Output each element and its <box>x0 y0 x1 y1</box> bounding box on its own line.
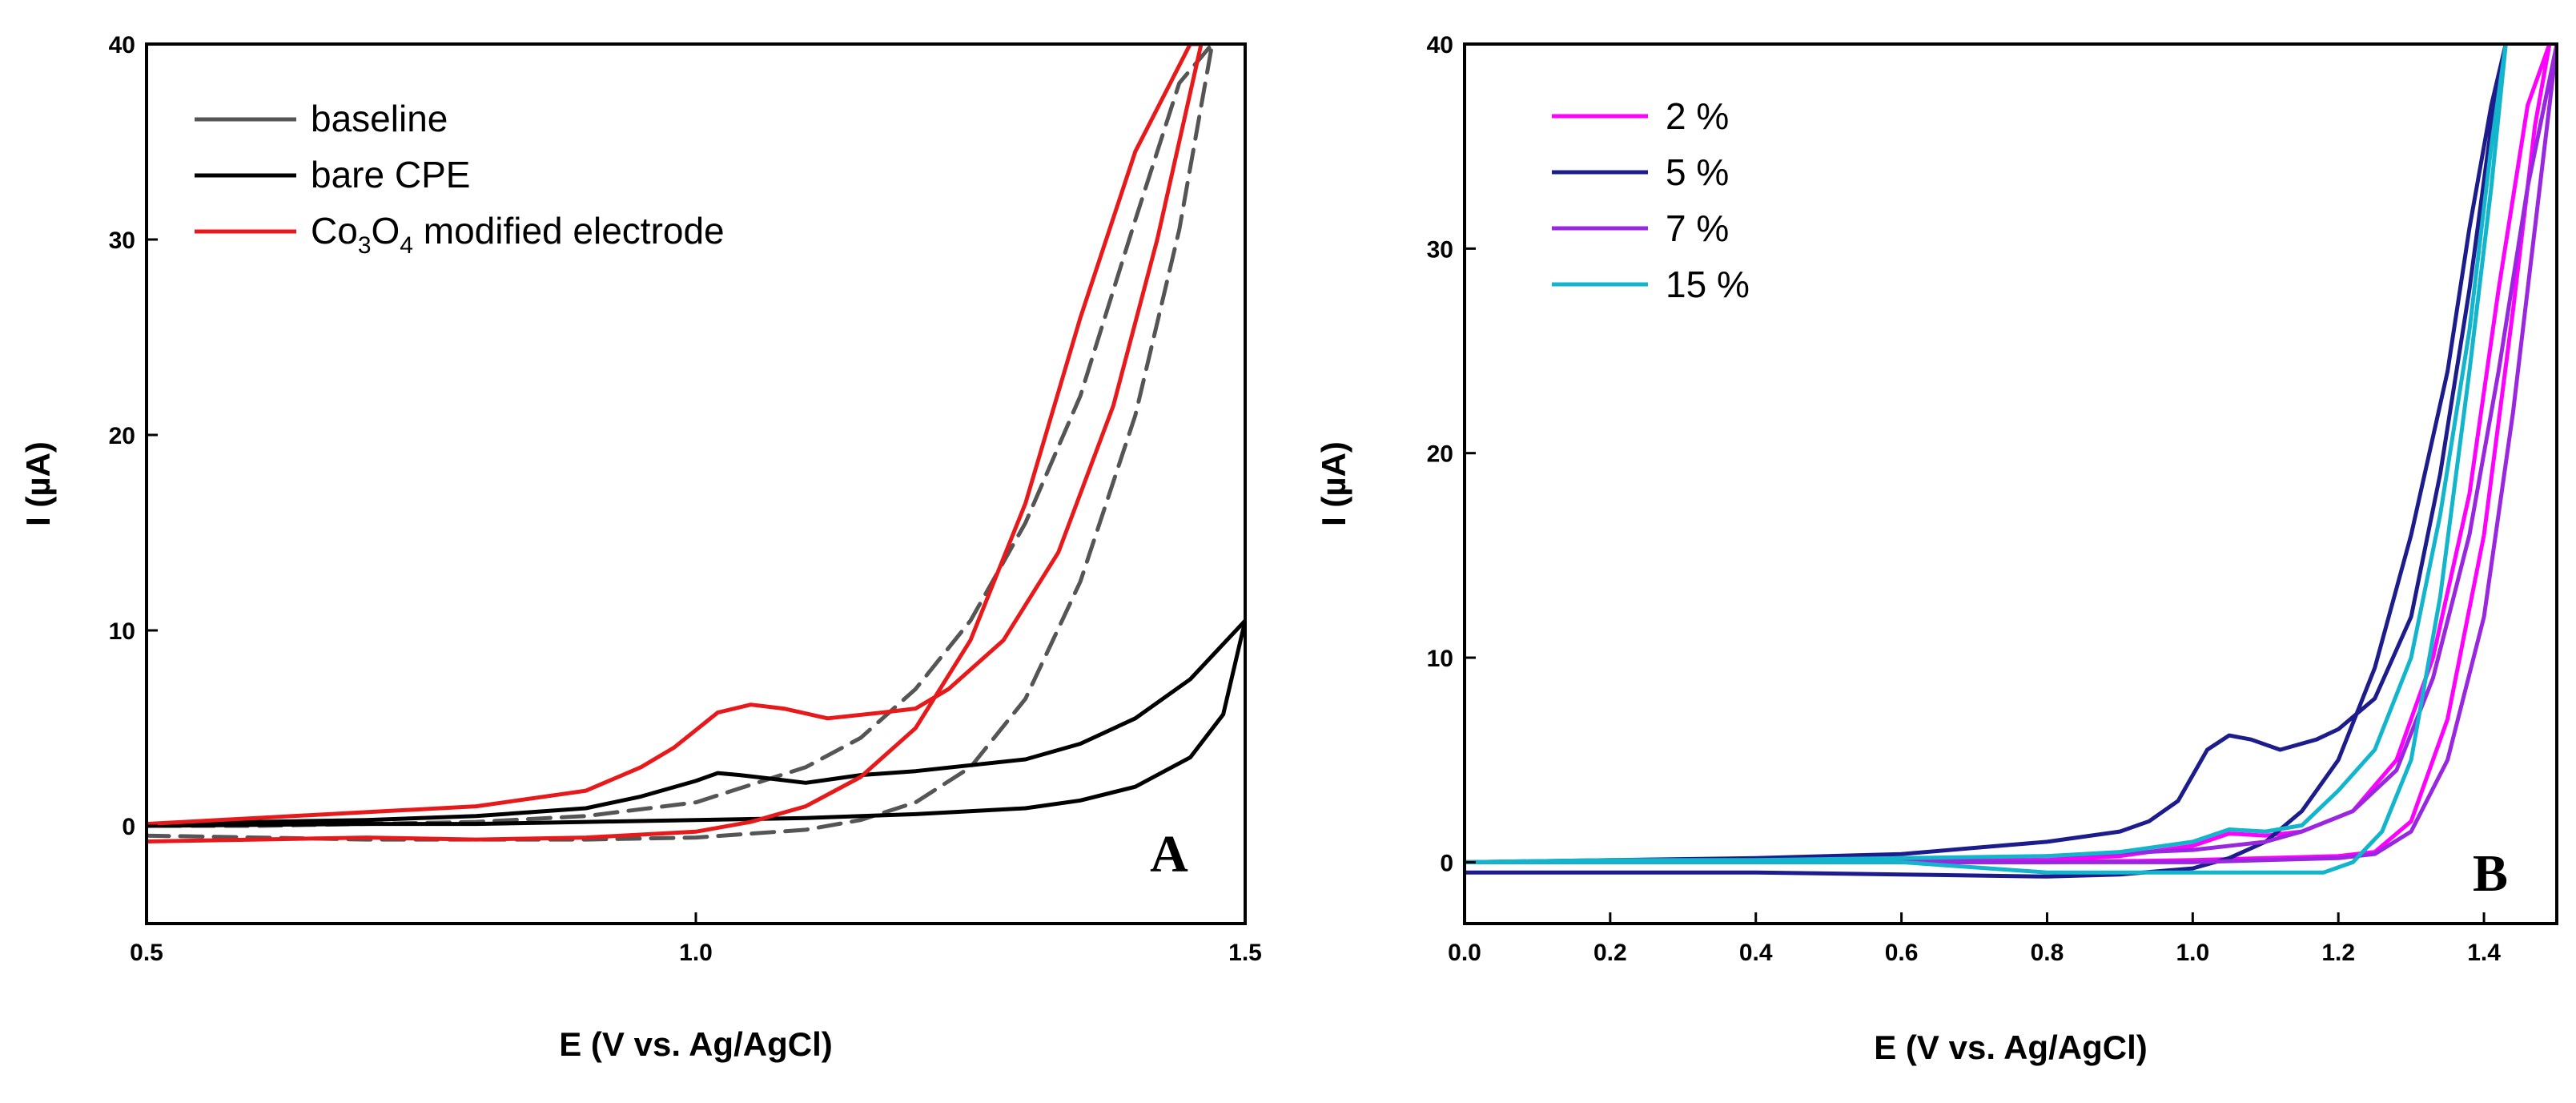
chart-a-x-tick-labels: 0.5 1.0 1.5 <box>130 940 1262 966</box>
chart-b-series-15 <box>1465 44 2508 875</box>
chart-a-y-tick-label: 10 <box>109 618 135 645</box>
legend-b-label-5: 5 % <box>1666 151 1729 193</box>
chart-b-series-2 <box>1465 44 2552 864</box>
chart-b-y-tick-label: 30 <box>1427 236 1453 263</box>
chart-b-legend: 2 % 5 % 7 % 15 % <box>1552 95 1750 305</box>
chart-a-y-tick-labels: 0 10 20 30 40 <box>109 32 135 840</box>
chart-b-ticks <box>1463 42 2486 924</box>
chart-b-y-tick-labels: 0 10 20 30 40 <box>1427 32 1453 876</box>
chart-b-x-tick-label: 1.2 <box>2321 940 2355 966</box>
chart-b-x-tick-labels: 0.0 0.2 0.4 0.6 0.8 1.0 1.2 1.4 <box>1448 940 2501 966</box>
chart-a-series <box>147 44 1245 843</box>
chart-a-panel-label: A <box>1150 825 1188 884</box>
chart-a-x-tick-label: 1.0 <box>679 940 713 966</box>
chart-a-series-baseline <box>147 44 1215 842</box>
chart-a-y-tick-label: 30 <box>109 227 135 254</box>
legend-b-label-7: 7 % <box>1666 207 1729 249</box>
chart-b-plot-frame <box>1463 42 2558 925</box>
chart-b-x-axis-label: E (V vs. Ag/AgCl) <box>1874 1029 2147 1066</box>
chart-a-y-tick-label: 40 <box>109 32 135 58</box>
chart-b-panel-label: B <box>2473 844 2508 903</box>
chart-b-x-tick-label: 0.8 <box>2031 940 2064 966</box>
chart-b-series-5 <box>1465 44 2508 879</box>
chart-a-y-tick-label: 0 <box>122 814 135 840</box>
chart-a-series-bare-cpe <box>147 618 1245 828</box>
chart-b-y-tick-label: 40 <box>1427 32 1453 58</box>
chart-b-series <box>1465 44 2557 879</box>
legend-b-label-2: 2 % <box>1666 95 1729 137</box>
chart-a-x-axis-label: E (V vs. Ag/AgCl) <box>559 1025 832 1063</box>
chart-b-x-tick-label: 0.6 <box>1885 940 1919 966</box>
chart-b-x-tick-label: 0.2 <box>1593 940 1627 966</box>
legend-b-label-15: 15 % <box>1666 264 1750 305</box>
chart-b-y-tick-label: 10 <box>1427 646 1453 672</box>
chart-a-x-tick-label: 0.5 <box>130 940 163 966</box>
legend-a-label-baseline: baseline <box>311 98 448 139</box>
chart-b-series-7 <box>1465 44 2557 864</box>
chart-b-y-axis-label: I (µA) <box>1315 441 1352 526</box>
chart-a: 0 10 20 30 40 0.5 1.0 1.5 E (V vs. Ag/AgCl) I … <box>19 32 1262 1063</box>
legend-a-label-bare-cpe: bare CPE <box>311 154 470 195</box>
chart-a-y-tick-label: 20 <box>109 423 135 449</box>
chart-a-ticks <box>145 42 1247 924</box>
chart-a-legend: baseline bare CPE Co3O4 modified electro… <box>195 98 725 259</box>
chart-a-y-axis-label: I (µA) <box>19 441 57 526</box>
chart-a-x-tick-label: 1.5 <box>1228 940 1262 966</box>
chart-b-y-tick-label: 0 <box>1440 850 1453 876</box>
legend-a-label-co3o4: Co3O4 modified electrode <box>311 210 725 259</box>
chart-b-y-tick-label: 20 <box>1427 441 1453 468</box>
chart-b-x-tick-label: 0.4 <box>1739 940 1773 966</box>
chart-b-x-tick-label: 1.4 <box>2467 940 2501 966</box>
chart-b-x-tick-label: 1.0 <box>2176 940 2209 966</box>
chart-b: 0 10 20 30 40 0.0 0.2 0.4 0.6 0.8 1.0 1.2 1.4 E (V … <box>1315 32 2558 1066</box>
chart-b-x-tick-label: 0.0 <box>1448 940 1481 966</box>
chart-a-series-co3o4-modified-electrode <box>147 44 1204 843</box>
